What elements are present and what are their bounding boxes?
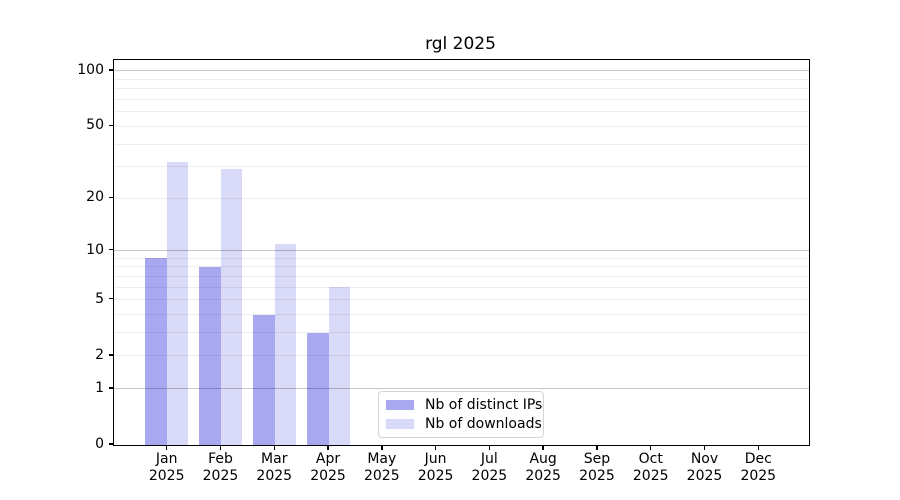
minor-gridline: [114, 88, 809, 90]
x-tick-label: Oct 2025: [632, 451, 669, 484]
y-tick-mark: [109, 387, 113, 389]
x-tick-label: May 2025: [363, 451, 400, 484]
x-tick-label: Mar 2025: [256, 451, 293, 484]
bar-distinct-ips-mar: [252, 314, 275, 445]
legend-swatch-downloads: [386, 419, 414, 429]
minor-gridline: [114, 266, 809, 268]
y-tick-mark: [109, 298, 113, 300]
y-tick-mark: [109, 354, 113, 356]
legend: Nb of distinct IPs Nb of downloads: [378, 391, 544, 438]
y-tick-label: 1: [95, 379, 104, 396]
x-tick-label: Nov 2025: [686, 451, 723, 484]
minor-gridline: [114, 332, 809, 334]
x-tick-label: Sep 2025: [579, 451, 615, 484]
major-gridline: [114, 70, 809, 72]
y-tick-label: 10: [86, 241, 104, 258]
legend-label-downloads: Nb of downloads: [425, 415, 542, 432]
legend-item-downloads: Nb of downloads: [386, 415, 543, 432]
x-tick-mark: [650, 445, 652, 450]
minor-gridline: [114, 166, 809, 168]
y-tick-label: 100: [77, 61, 104, 78]
minor-gridline: [114, 299, 809, 301]
legend-label-distinct-ips: Nb of distinct IPs: [425, 396, 543, 413]
bar-distinct-ips-apr: [306, 332, 329, 445]
minor-gridline: [114, 143, 809, 145]
x-tick-mark: [757, 445, 759, 450]
x-tick-mark: [166, 445, 168, 450]
x-tick-label: Jun 2025: [417, 451, 454, 484]
x-tick-mark: [219, 445, 222, 450]
x-tick-mark: [434, 445, 437, 450]
major-gridline: [114, 388, 809, 390]
minor-gridline: [114, 111, 809, 113]
y-tick-label: 2: [95, 346, 104, 363]
major-gridline: [114, 250, 809, 252]
y-tick-mark: [109, 69, 113, 71]
x-tick-label: Feb 2025: [202, 451, 239, 484]
x-tick-label: Apr 2025: [310, 451, 346, 484]
x-tick-mark: [381, 445, 383, 450]
x-tick-label: Dec 2025: [740, 451, 777, 484]
minor-gridline: [114, 257, 809, 259]
y-tick-mark: [109, 248, 113, 251]
y-tick-label: 50: [86, 117, 104, 134]
x-tick-mark: [596, 445, 598, 450]
x-tick-label: Jul 2025: [471, 451, 508, 484]
y-tick-mark: [109, 124, 113, 127]
minor-gridline: [114, 78, 809, 80]
minor-gridline: [114, 275, 809, 277]
legend-swatch-distinct-ips: [386, 400, 414, 410]
bar-distinct-ips-feb: [198, 266, 221, 445]
minor-gridline: [114, 197, 809, 199]
x-tick-mark: [488, 445, 491, 450]
bar-downloads-apr: [328, 287, 350, 445]
x-tick-mark: [703, 445, 706, 450]
minor-gridline: [114, 314, 809, 316]
y-tick-label: 5: [95, 290, 104, 307]
chart-title: rgl 2025: [425, 34, 496, 54]
bar-distinct-ips-jan: [145, 258, 168, 445]
y-tick-mark: [109, 443, 113, 445]
bar-downloads-jan: [167, 161, 189, 445]
minor-gridline: [114, 99, 809, 101]
minor-gridline: [114, 125, 809, 127]
y-tick-mark: [109, 196, 113, 198]
x-tick-mark: [542, 445, 544, 450]
y-tick-label: 20: [86, 189, 104, 206]
x-tick-mark: [273, 445, 275, 450]
legend-item-distinct-ips: Nb of distinct IPs: [386, 396, 543, 413]
minor-gridline: [114, 355, 809, 357]
minor-gridline: [114, 286, 809, 288]
bar-downloads-mar: [274, 243, 296, 445]
x-tick-mark: [327, 445, 329, 450]
y-tick-label: 0: [95, 436, 104, 452]
bar-downloads-feb: [220, 169, 242, 445]
plot-area: [113, 59, 810, 446]
x-tick-label: Aug 2025: [525, 451, 561, 484]
x-tick-label: Jan 2025: [148, 451, 185, 484]
